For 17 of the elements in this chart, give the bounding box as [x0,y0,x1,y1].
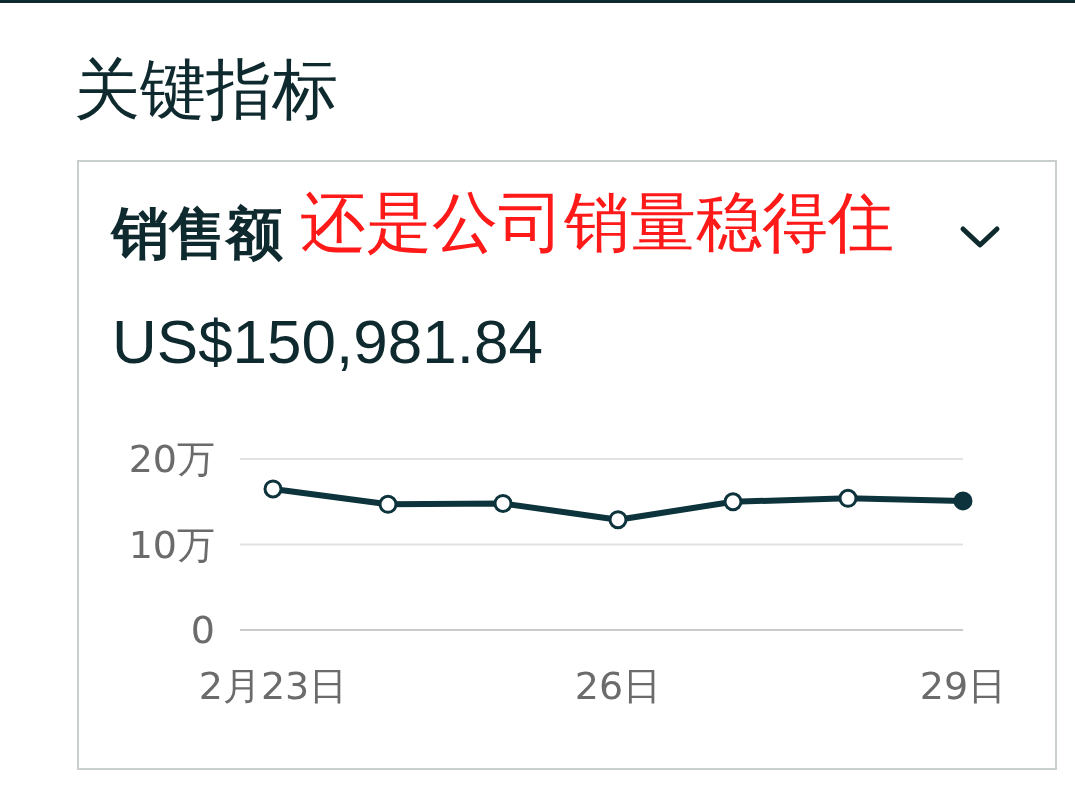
y-tick-label: 0 [190,608,215,653]
text: 关键指标 [74,51,338,128]
point [723,492,743,512]
text: 还是公司销量稳得住 [300,184,894,261]
point [608,510,628,530]
point [838,488,858,508]
chart-title: 销售额 [112,200,283,266]
point [263,479,283,499]
y-tick-label: 20万 [128,437,215,482]
chart-subtitle: US$150,981.84 [112,307,543,376]
x-tick-label: 2月23日 [198,663,348,708]
point [953,491,973,511]
x-tick-label: 26日 [574,663,662,708]
y-tick-label: 10万 [128,522,215,567]
point [493,493,513,513]
point [378,494,398,514]
x-tick-label: 29日 [919,663,1007,708]
